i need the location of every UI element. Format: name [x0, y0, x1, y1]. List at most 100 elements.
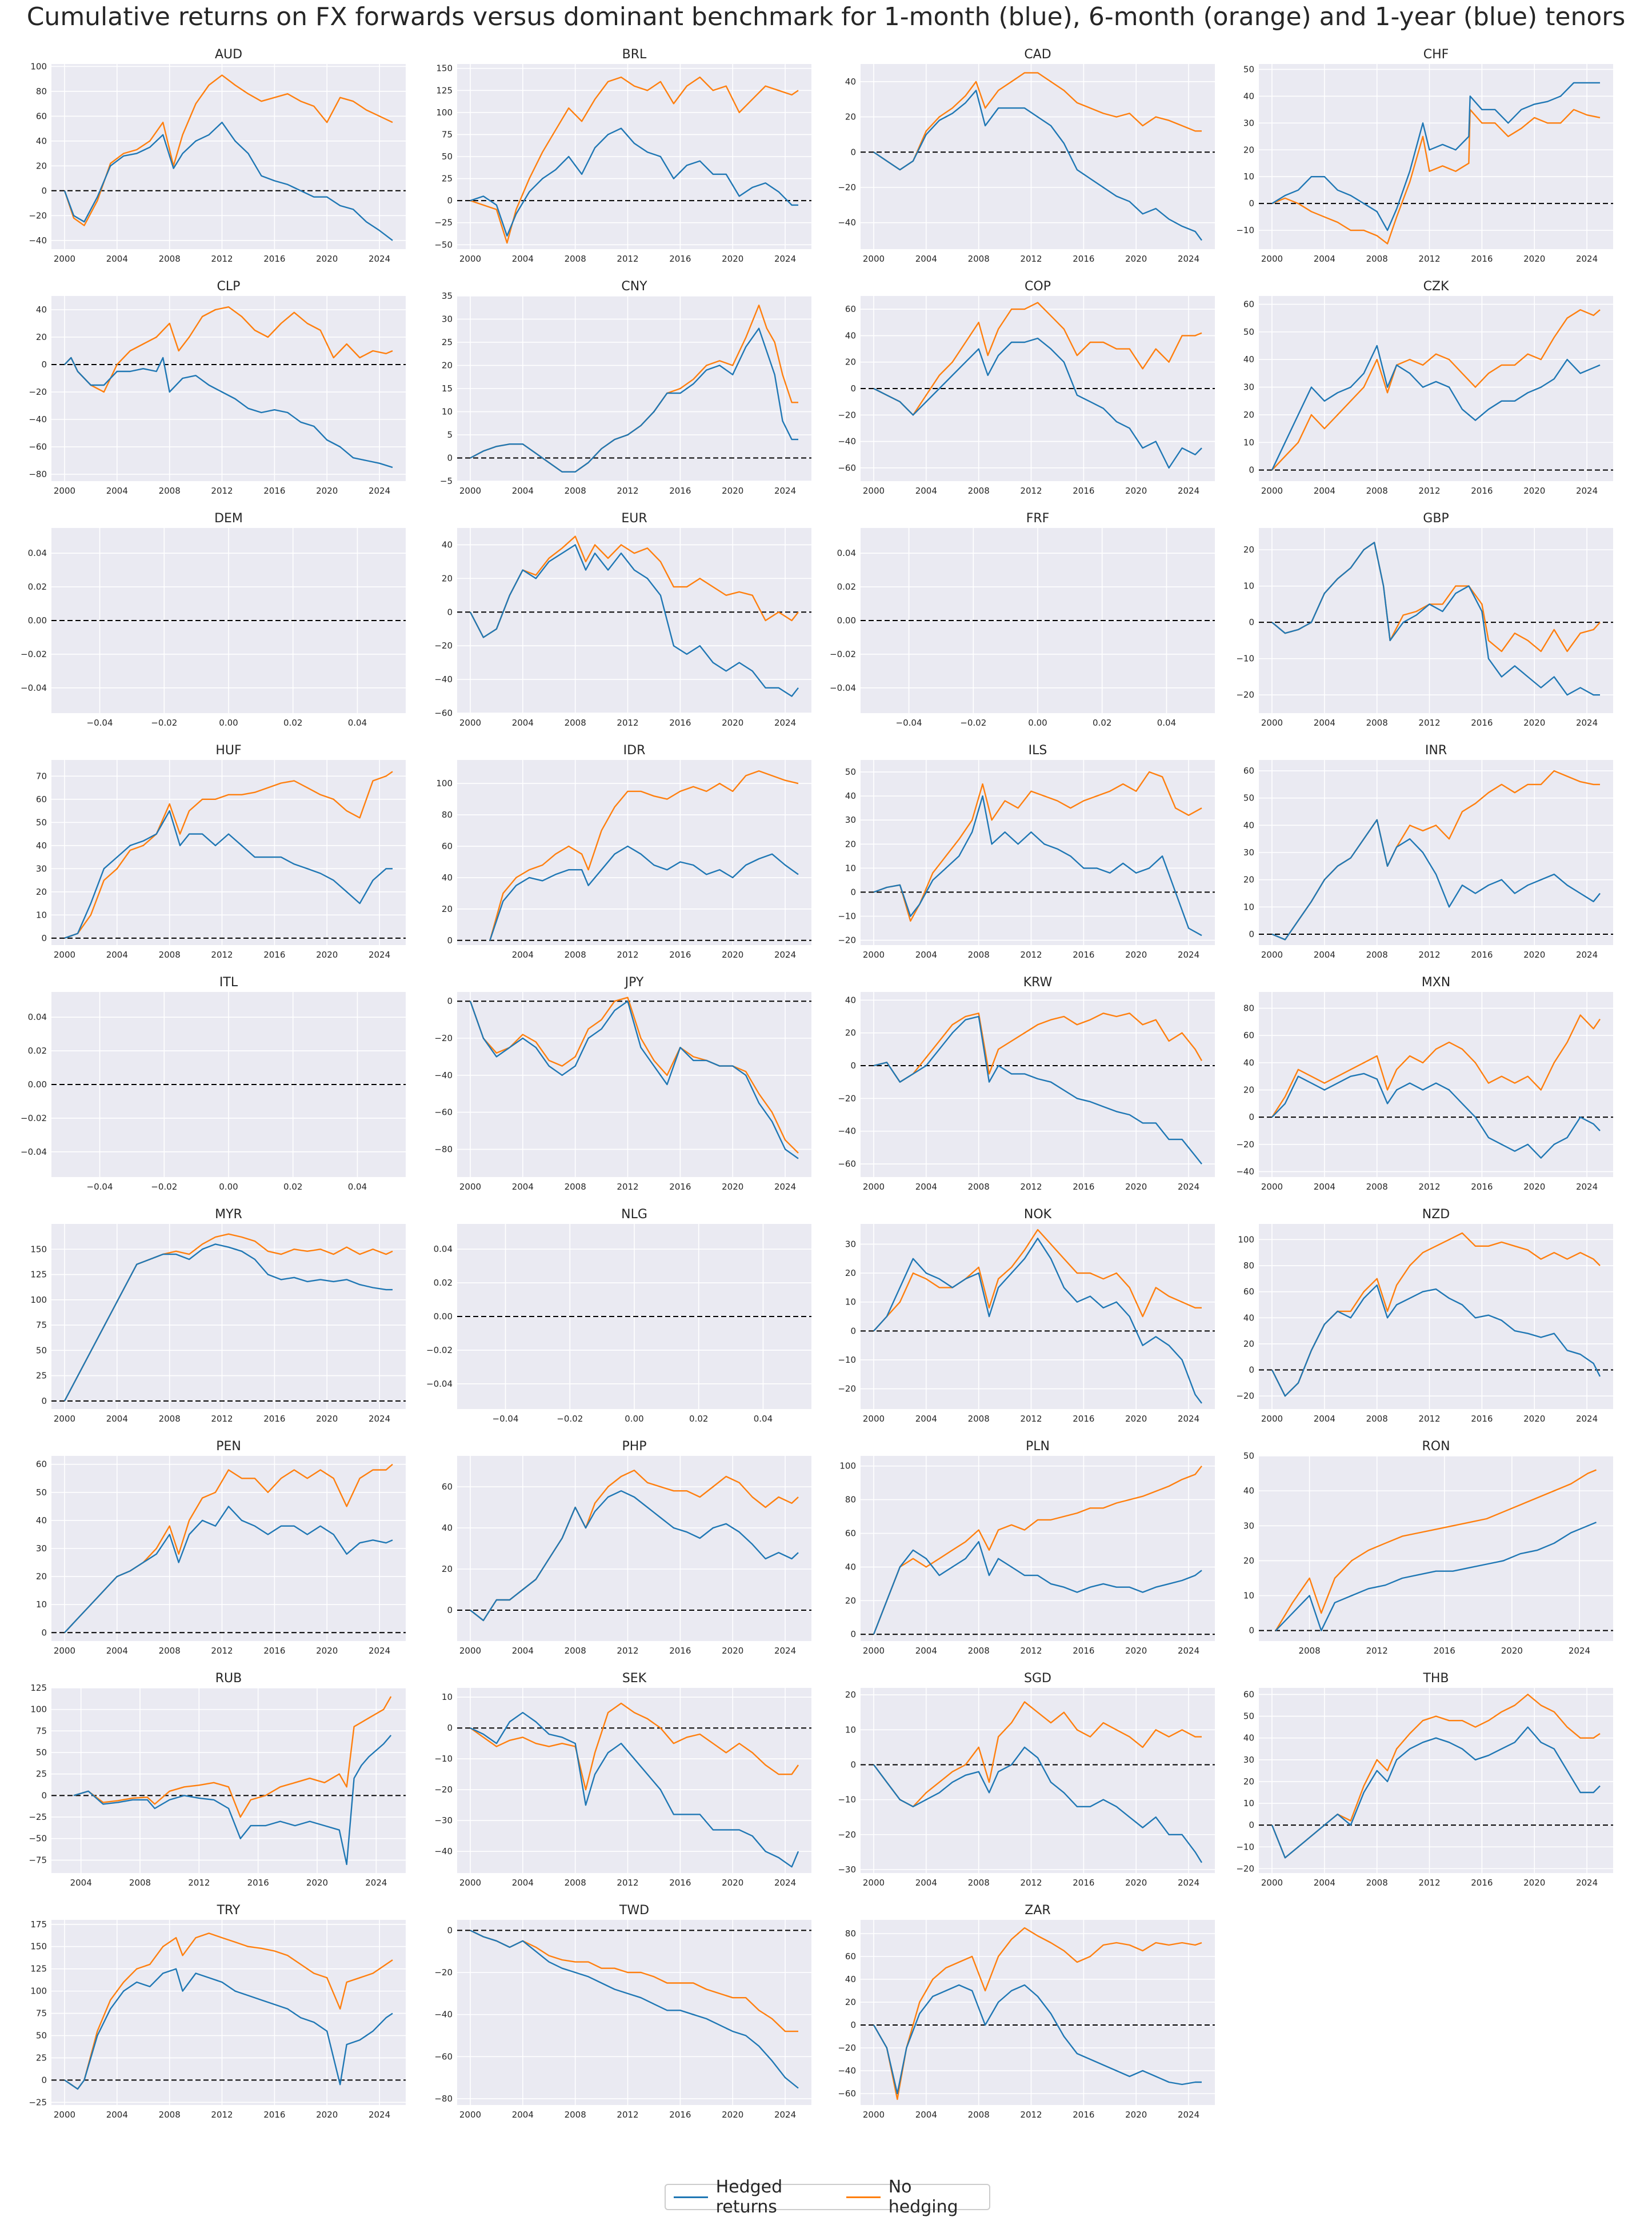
y-tick-label: 150	[30, 1244, 47, 1254]
x-tick-label: 2000	[459, 2110, 481, 2120]
x-tick-label: 2016	[1073, 254, 1094, 264]
legend-line-unhedged	[846, 2196, 881, 2198]
y-tick-label: 0	[447, 195, 453, 206]
y-tick-label: 0	[41, 186, 47, 196]
y-tick-label: 75	[36, 1726, 47, 1736]
series-line-no-hedging	[63, 1233, 393, 1402]
x-tick-label: 2024	[365, 1878, 387, 1888]
panel-title: BRL	[622, 47, 647, 62]
x-tick-label: 2016	[1073, 1182, 1094, 1192]
panel-cad: CAD 2000 2004 2008 2012 2016 2020 2024 −40 −20 0 20…	[838, 47, 1215, 264]
x-tick-label: 2000	[459, 486, 481, 496]
panel-nzd: NZD 2000 2004 2008 2012 2016 2020 2024 −20 0 20 40 6…	[1236, 1207, 1613, 1424]
panel-background	[457, 1920, 811, 2105]
series-line-hedged-returns	[873, 795, 1202, 937]
y-tick-label: 0	[1249, 617, 1254, 627]
y-tick-label: 0.04	[434, 1244, 453, 1254]
y-tick-label: 100	[30, 1986, 47, 1996]
panel-title: JPY	[624, 975, 644, 990]
y-tick-label: 60	[1243, 766, 1254, 776]
x-tick-label: 2008	[1366, 254, 1388, 264]
panel-background	[861, 1920, 1215, 2105]
x-tick-label: 0.04	[348, 1182, 367, 1192]
y-tick-label: 0	[41, 933, 47, 943]
y-tick-label: 75	[36, 1320, 47, 1330]
x-tick-label: 2012	[1418, 1878, 1440, 1888]
y-tick-label: −10	[838, 911, 856, 922]
series-line-hedged-returns	[1271, 345, 1601, 471]
panel-background	[457, 760, 811, 945]
series-line-hedged-returns	[470, 1712, 799, 1868]
x-tick-label: 2000	[459, 718, 481, 728]
y-tick-label: 40	[442, 539, 453, 550]
y-tick-label: 20	[845, 1028, 856, 1038]
panel-background	[1259, 1688, 1613, 1873]
x-tick-label: 2012	[211, 1646, 233, 1656]
y-tick-label: 0	[1249, 198, 1254, 209]
x-tick-label: 2016	[263, 254, 285, 264]
x-tick-label: 2000	[863, 1414, 885, 1424]
x-tick-label: 2000	[459, 1646, 481, 1656]
series-line-no-hedging	[469, 997, 799, 1154]
x-tick-label: 2012	[1366, 1646, 1388, 1656]
x-tick-label: 2020	[316, 950, 338, 960]
panel-title: NZD	[1422, 1207, 1450, 1222]
y-tick-label: 0	[447, 996, 453, 1006]
panel-title: ITL	[219, 975, 238, 990]
page-title: Cumulative returns on FX forwards versus…	[26, 2, 1626, 31]
x-tick-label: 2020	[1523, 1414, 1545, 1424]
series-line-hedged-returns	[873, 1541, 1202, 1635]
x-tick-label: 2000	[863, 1182, 885, 1192]
y-tick-label: −20	[29, 387, 47, 397]
panel-background	[1259, 1224, 1613, 1409]
x-tick-label: 2020	[1125, 1878, 1147, 1888]
y-tick-label: −80	[434, 1144, 453, 1154]
y-tick-label: 100	[30, 1295, 47, 1305]
x-tick-label: 2016	[669, 486, 691, 496]
panel-title: PHP	[622, 1439, 646, 1454]
y-tick-label: 40	[845, 1974, 856, 1984]
x-tick-label: 2008	[968, 1646, 990, 1656]
y-tick-label: 0.02	[837, 582, 856, 592]
y-tick-label: −10	[838, 1795, 856, 1805]
panel-background	[457, 528, 811, 713]
x-tick-label: 2008	[968, 2110, 990, 2120]
y-tick-label: 10	[1243, 902, 1254, 912]
x-tick-label: 2012	[1418, 1182, 1440, 1192]
y-tick-label: −60	[434, 2051, 453, 2062]
y-tick-label: −40	[838, 2066, 856, 2076]
y-tick-label: 0	[447, 935, 453, 946]
y-tick-label: 0.00	[434, 1311, 453, 1322]
x-tick-label: −0.04	[87, 718, 113, 728]
y-tick-label: 100	[30, 1704, 47, 1715]
y-tick-label: 35	[442, 291, 453, 301]
x-tick-label: 2020	[306, 1878, 328, 1888]
x-tick-label: 2004	[106, 2110, 128, 2120]
panel-background	[457, 1688, 811, 1873]
y-tick-label: 100	[30, 61, 47, 71]
y-tick-label: −0.02	[21, 1113, 47, 1123]
x-tick-label: 2008	[1366, 718, 1388, 728]
panel-dem: DEM −0.04 −0.02 0.00 0.02 0.04 −0.04 −0.02 0.00 0…	[21, 511, 406, 728]
panel-mxn: MXN 2000 2004 2008 2012 2016 2020 2024 −40 −20 0 20…	[1236, 975, 1613, 1192]
x-tick-label: 2016	[1471, 950, 1493, 960]
x-tick-label: 2024	[1178, 1182, 1199, 1192]
x-tick-label: 2008	[968, 1414, 990, 1424]
y-tick-label: −25	[29, 1812, 47, 1822]
panel-frf: FRF −0.04 −0.02 0.00 0.02 0.04 −0.04 −0.02 0.00 0…	[830, 511, 1215, 728]
y-tick-label: 80	[36, 86, 47, 97]
x-tick-label: 2020	[1523, 1878, 1545, 1888]
x-tick-label: 2012	[617, 1182, 638, 1192]
series-line-no-hedging	[469, 535, 799, 638]
y-tick-label: 30	[1243, 1520, 1254, 1531]
y-tick-label: 10	[845, 863, 856, 873]
x-tick-label: 2024	[774, 2110, 796, 2120]
x-tick-label: 2024	[369, 254, 390, 264]
y-tick-label: 0	[41, 2075, 47, 2085]
x-tick-label: 2000	[1261, 486, 1283, 496]
x-tick-label: 2000	[459, 1182, 481, 1192]
x-tick-label: 2016	[1471, 1414, 1493, 1424]
series-line-hedged-returns	[873, 337, 1202, 469]
y-tick-label: 0.02	[28, 582, 47, 592]
y-tick-label: −20	[434, 1967, 453, 1978]
